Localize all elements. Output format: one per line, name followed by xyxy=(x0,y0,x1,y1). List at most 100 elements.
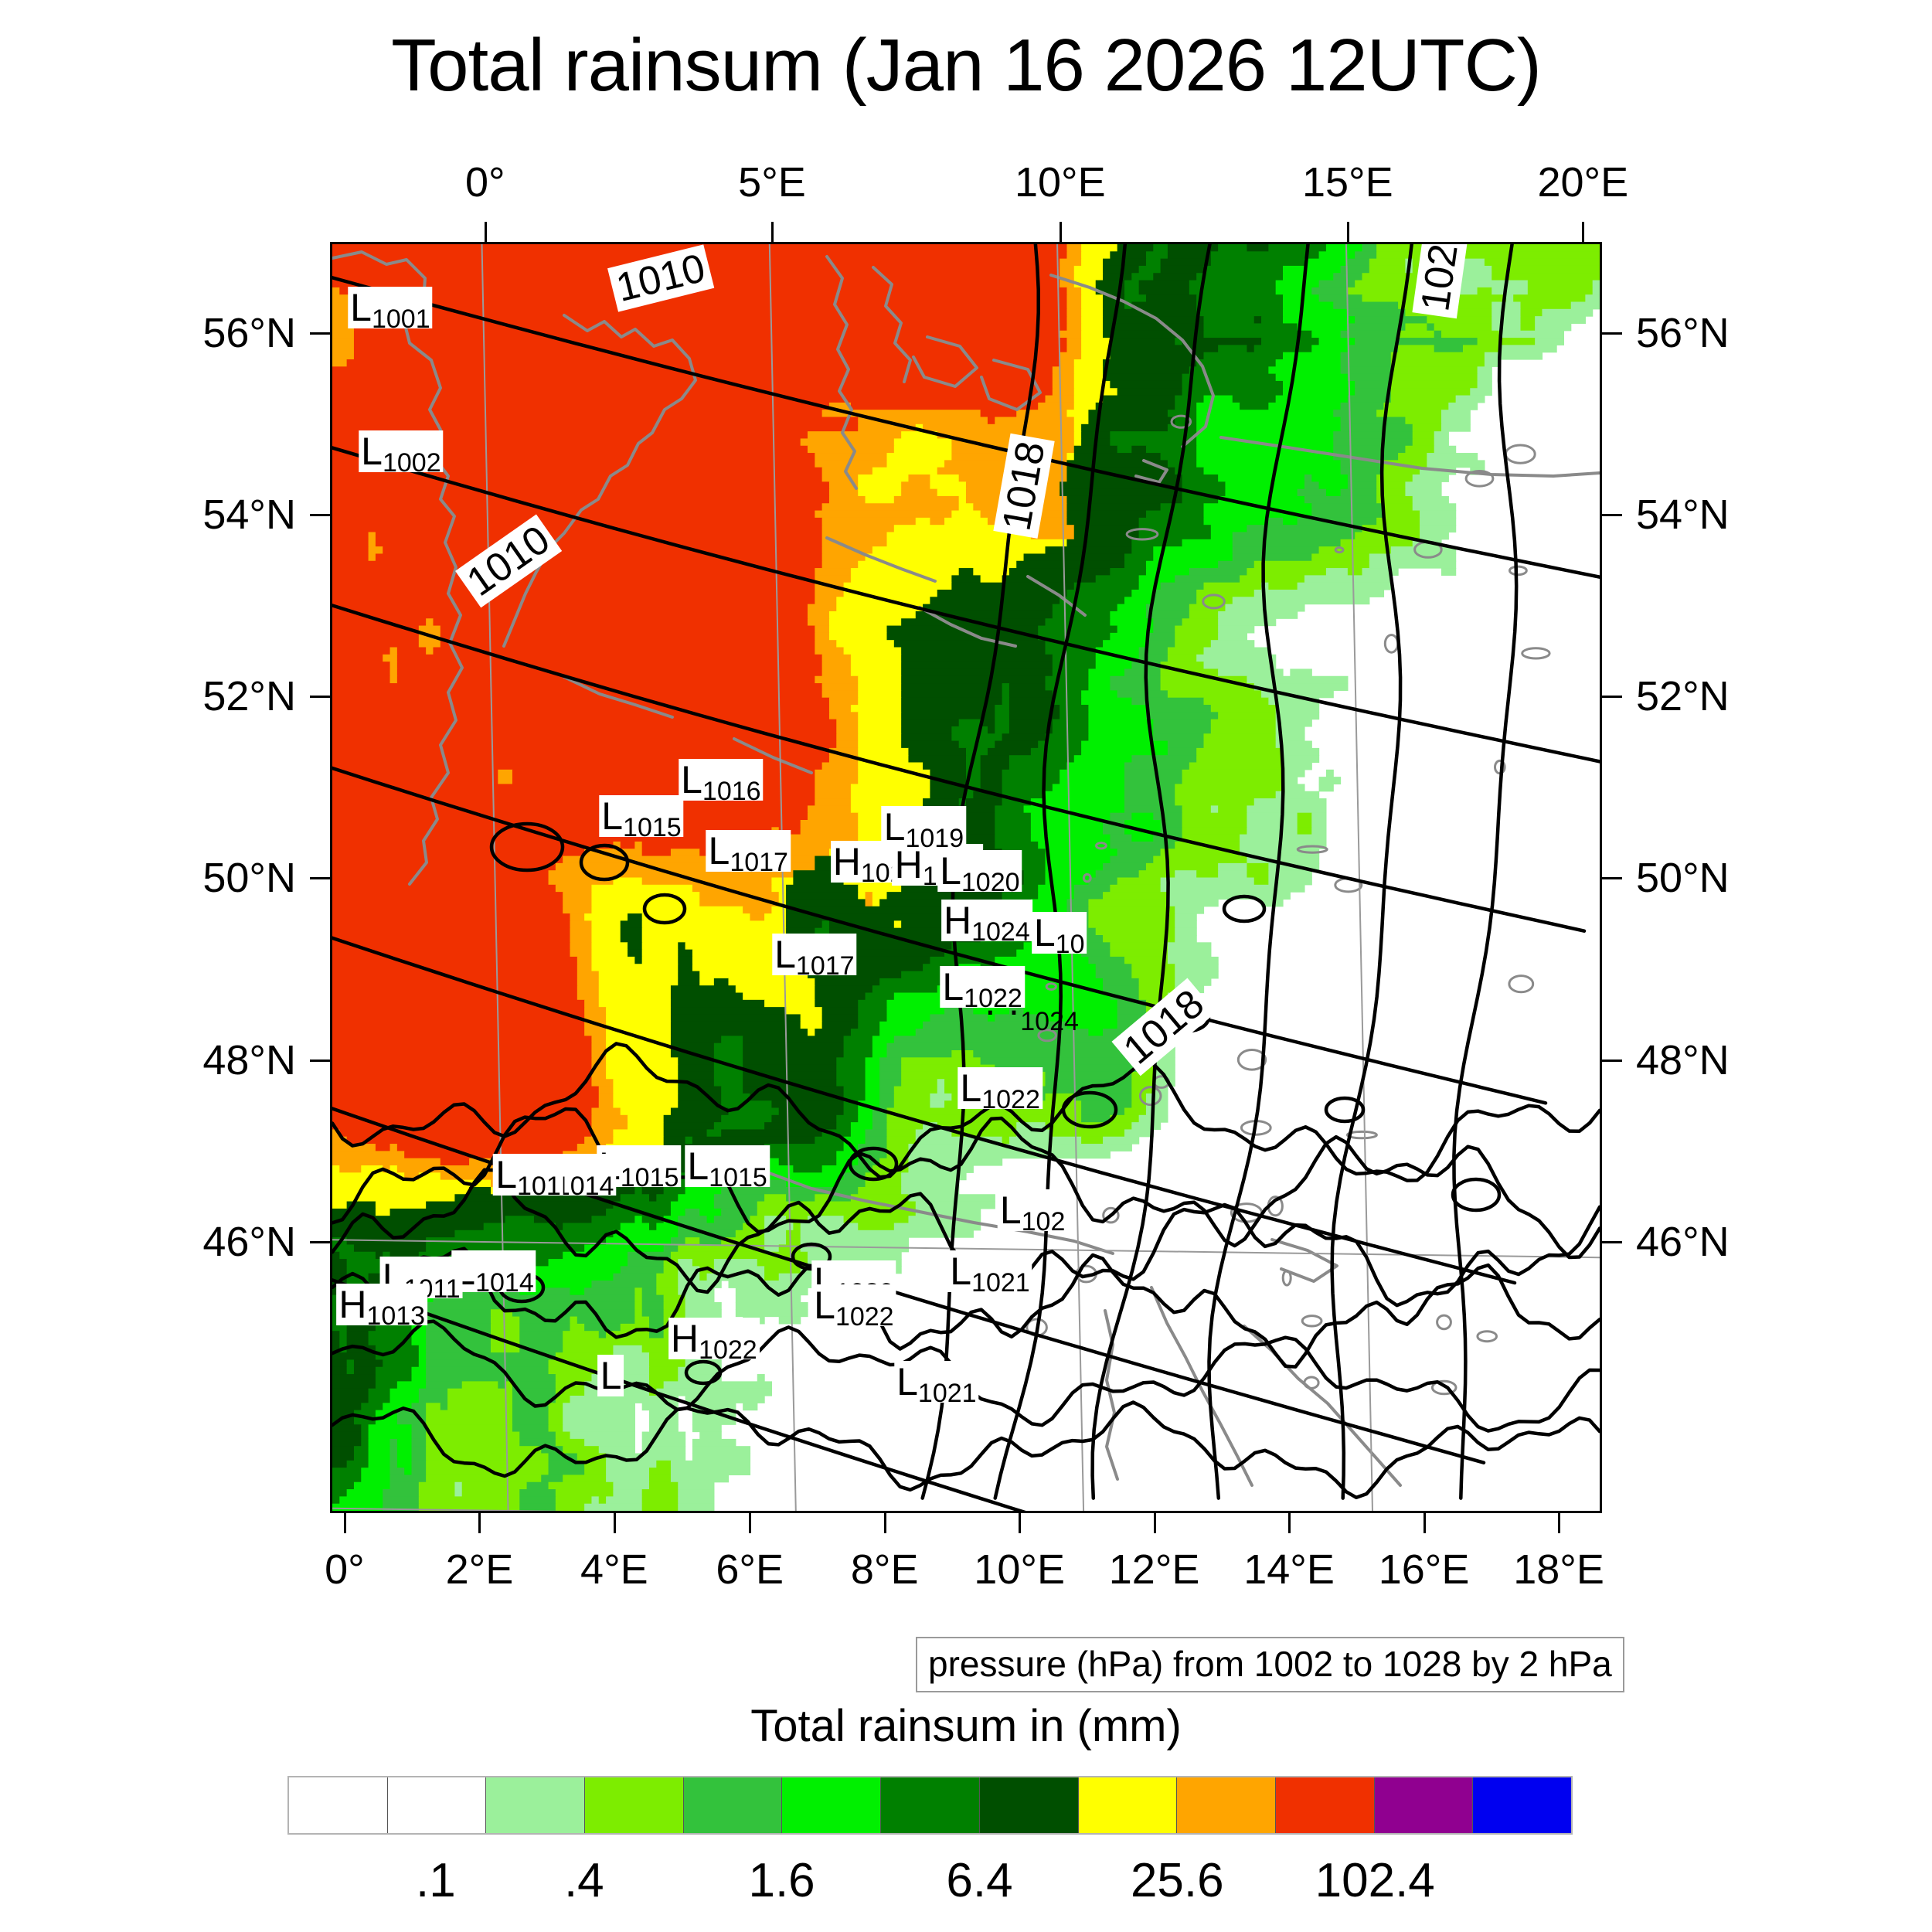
axis-tick xyxy=(883,1513,886,1533)
colorbar-tick-label: .1 xyxy=(416,1854,456,1907)
low-pressure-marker: L1001 xyxy=(348,287,433,332)
axis-tick xyxy=(1602,513,1622,516)
low-pressure-marker: L1022 xyxy=(957,1067,1043,1113)
axis-tick xyxy=(770,222,774,242)
axis-tick xyxy=(310,1059,330,1062)
low-pressure-marker: L1015 xyxy=(599,795,684,841)
axis-top-label: 20°E xyxy=(1537,159,1629,206)
axis-bottom-label: 0° xyxy=(325,1546,365,1593)
low-pressure-marker: L1021 xyxy=(894,1361,979,1406)
axis-top-label: 0° xyxy=(464,159,505,206)
axis-bottom-label: 4°E xyxy=(580,1546,648,1593)
axis-tick xyxy=(478,1513,481,1533)
axis-right-label: 48°N xyxy=(1636,1036,1730,1083)
axis-tick xyxy=(310,696,330,699)
axis-tick xyxy=(1346,222,1349,242)
axis-tick xyxy=(310,332,330,335)
colorbar-tick-label: 1.6 xyxy=(748,1854,815,1907)
low-pressure-marker: L1015 xyxy=(685,1145,770,1191)
axis-right-label: 56°N xyxy=(1636,309,1730,356)
axis-tick xyxy=(1582,222,1585,242)
colorbar-segment[interactable] xyxy=(585,1777,684,1833)
colorbar-segment[interactable] xyxy=(1275,1777,1375,1833)
axis-right-label: 52°N xyxy=(1636,673,1730,720)
page-title: Total rainsum (Jan 16 2026 12UTC) xyxy=(391,24,1542,107)
axis-tick xyxy=(484,222,487,242)
axis-tick xyxy=(310,1240,330,1243)
colorbar-segment[interactable] xyxy=(289,1777,388,1833)
low-pressure-marker: L1002 xyxy=(359,430,444,476)
colorbar-segment[interactable] xyxy=(1473,1777,1571,1833)
axis-right-label: 50°N xyxy=(1636,855,1730,902)
colorbar-segment[interactable] xyxy=(782,1777,882,1833)
axis-top-label: 10°E xyxy=(1014,159,1106,206)
axis-bottom-label: 14°E xyxy=(1243,1546,1335,1593)
colorbar-tick-label: 6.4 xyxy=(946,1854,1013,1907)
axis-bottom-label: 10°E xyxy=(974,1546,1065,1593)
axis-tick xyxy=(1602,877,1622,880)
colorbar-tick-label: 25.6 xyxy=(1130,1854,1224,1907)
low-pressure-marker: L10 xyxy=(1031,911,1087,957)
graticule xyxy=(332,244,1600,1511)
axis-tick xyxy=(1602,1240,1622,1243)
colorbar-segment[interactable] xyxy=(486,1777,586,1833)
axis-tick xyxy=(1558,1513,1561,1533)
low-pressure-marker: L1017 xyxy=(706,830,791,876)
axis-left-label: 52°N xyxy=(202,673,296,720)
axis-tick xyxy=(1288,1513,1291,1533)
axis-bottom-label: 2°E xyxy=(445,1546,514,1593)
low-pressure-marker: L101 xyxy=(493,1154,563,1199)
low-pressure-marker: L1022 xyxy=(811,1284,896,1330)
axis-right-label: 54°N xyxy=(1636,491,1730,538)
map-plot-area[interactable]: 1010 1010 1018 1026 1018 L1001 L1002 L1015 L1016… xyxy=(330,242,1602,1513)
axis-tick xyxy=(1153,1513,1156,1533)
axis-tick xyxy=(310,877,330,880)
colorbar-tick-label: .4 xyxy=(563,1854,604,1907)
high-pressure-marker: H1013 xyxy=(336,1283,428,1329)
colorbar-segment[interactable] xyxy=(1078,1777,1178,1833)
axis-tick xyxy=(1602,1059,1622,1062)
axis-tick xyxy=(343,1513,346,1533)
axis-left-label: 56°N xyxy=(202,309,296,356)
axis-right-label: 46°N xyxy=(1636,1218,1730,1265)
axis-tick xyxy=(1423,1513,1426,1533)
high-pressure-marker: H1024 xyxy=(940,900,1032,945)
colorbar-segment[interactable] xyxy=(683,1777,783,1833)
low-pressure-marker: L1022 xyxy=(940,965,1025,1012)
colorbar-title: Total rainsum in (mm) xyxy=(750,1701,1182,1751)
colorbar-segment[interactable] xyxy=(1374,1777,1474,1833)
colorbar-segment[interactable] xyxy=(387,1777,487,1833)
axis-tick xyxy=(1602,332,1622,335)
axis-bottom-label: 12°E xyxy=(1108,1546,1200,1593)
axis-tick xyxy=(1059,222,1062,242)
low-pressure-marker: L1019 xyxy=(881,806,967,852)
axis-left-label: 54°N xyxy=(202,491,296,538)
low-pressure-marker: L1017 xyxy=(772,933,857,979)
low-pressure-marker: L xyxy=(597,1355,624,1397)
colorbar-segment[interactable] xyxy=(1177,1777,1276,1833)
axis-left-label: 48°N xyxy=(202,1036,296,1083)
low-pressure-marker: L1016 xyxy=(679,759,764,804)
axis-tick xyxy=(1602,696,1622,699)
high-pressure-marker: H1022 xyxy=(668,1318,760,1363)
axis-top-label: 5°E xyxy=(738,159,806,206)
axis-bottom-label: 18°E xyxy=(1513,1546,1604,1593)
colorbar-segment[interactable] xyxy=(881,1777,980,1833)
axis-top-label: 15°E xyxy=(1301,159,1393,206)
low-pressure-marker: · ·1024 xyxy=(984,988,1079,1037)
colorbar[interactable] xyxy=(287,1776,1573,1835)
low-pressure-marker: L1014 xyxy=(451,1250,536,1296)
low-pressure-marker: L1021 xyxy=(947,1250,1032,1296)
axis-tick xyxy=(310,513,330,516)
axis-left-label: 46°N xyxy=(202,1218,296,1265)
axis-bottom-label: 6°E xyxy=(716,1546,784,1593)
colorbar-segment[interactable] xyxy=(979,1777,1079,1833)
low-pressure-marker: L102 xyxy=(997,1189,1068,1235)
colorbar-tick-label: 102.4 xyxy=(1315,1854,1435,1907)
axis-left-label: 50°N xyxy=(202,855,296,902)
axis-tick xyxy=(613,1513,616,1533)
pressure-contour-legend: pressure (hPa) from 1002 to 1028 by 2 hP… xyxy=(916,1637,1624,1692)
coastline-and-borders xyxy=(332,250,1600,1487)
axis-tick xyxy=(749,1513,752,1533)
